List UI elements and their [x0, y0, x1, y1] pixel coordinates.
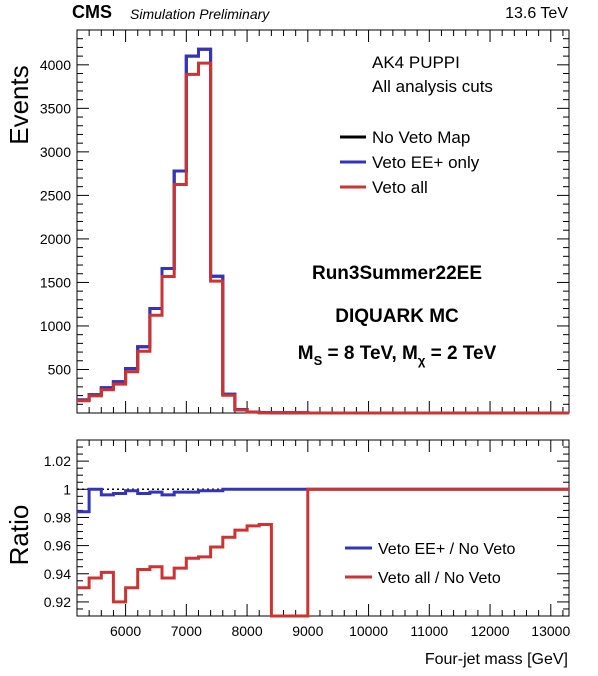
x-tick-label: 10000	[349, 623, 388, 639]
bottom-y-tick-label: 1.02	[44, 453, 71, 469]
bottom-x-axis: 6000 7000 8000 9000 10000 11000 12000 13000	[88, 440, 570, 639]
legend-label-veto-all: Veto all	[372, 178, 428, 197]
ratio-line-veto-all	[77, 487, 569, 618]
y-axis-title-top: Events	[4, 65, 34, 145]
x-tick-label: 8000	[231, 623, 262, 639]
campaign-label: Run3Summer22EE	[312, 263, 482, 284]
x-tick-label: 12000	[471, 623, 510, 639]
bottom-y-tick-label: 0.96	[44, 538, 71, 554]
top-y-tick-label: 1500	[40, 274, 71, 290]
x-tick-label: 13000	[531, 623, 570, 639]
top-y-tick-label: 2500	[40, 187, 71, 203]
energy-label: 13.6 TeV	[505, 5, 568, 22]
bottom-plot-frame	[76, 439, 570, 617]
bottom-y-tick-label: 0.92	[44, 594, 71, 610]
top-y-tick-label: 1000	[40, 318, 71, 334]
top-y-tick-label: 500	[48, 361, 72, 377]
top-y-tick-label: 4000	[40, 57, 71, 73]
experiment-label: CMS	[72, 2, 112, 22]
top-y-axis: 500 1000 1500 2000 2500 3000 3500 4000	[40, 38, 569, 405]
top-panel: 500 1000 1500 2000 2500 3000 3500 4000 AK4 PUPP…	[40, 29, 570, 415]
sample-label: DIQUARK MC	[335, 306, 459, 327]
bottom-y-tick-label: 1	[63, 481, 71, 497]
cuts-label: All analysis cuts	[372, 77, 493, 96]
top-y-tick-label: 3500	[40, 100, 71, 116]
jet-algo-label: AK4 PUPPI	[372, 53, 460, 72]
legend-label-ratio-ee: Veto EE+ / No Veto	[378, 541, 516, 558]
bottom-y-tick-label: 0.94	[44, 566, 71, 582]
top-legend: No Veto Map Veto EE+ only Veto all	[340, 128, 480, 197]
mass-point-label: MS = 8 TeV, Mχ = 2 TeV	[298, 343, 497, 368]
x-tick-label: 6000	[110, 623, 141, 639]
x-axis-title: Four-jet mass [GeV]	[425, 651, 568, 668]
legend-label-veto-ee: Veto EE+ only	[372, 153, 480, 172]
top-y-tick-label: 3000	[40, 144, 71, 160]
x-tick-label: 9000	[292, 623, 323, 639]
bottom-series-group	[77, 487, 569, 618]
bottom-y-axis: 0.92 0.94 0.96 0.98 1 1.02	[44, 439, 569, 610]
bottom-panel: 0.92 0.94 0.96 0.98 1 1.02 6000 7000 8000 9000 10…	[44, 439, 570, 639]
top-y-tick-label: 2000	[40, 231, 71, 247]
y-axis-title-bottom: Ratio	[4, 505, 34, 566]
legend-label-ratio-all: Veto all / No Veto	[378, 570, 501, 587]
legend-label-no-veto: No Veto Map	[372, 128, 470, 147]
bottom-y-tick-label: 0.98	[44, 509, 71, 525]
top-series-group	[77, 47, 569, 415]
series-line-veto-all	[77, 61, 569, 415]
status-label: Simulation Preliminary	[130, 6, 270, 22]
ratio-line-veto-ee-plus	[77, 487, 569, 514]
bottom-legend: Veto EE+ / No Veto Veto all / No Veto	[345, 541, 516, 587]
x-tick-label: 7000	[171, 623, 202, 639]
x-tick-label: 11000	[410, 623, 448, 639]
